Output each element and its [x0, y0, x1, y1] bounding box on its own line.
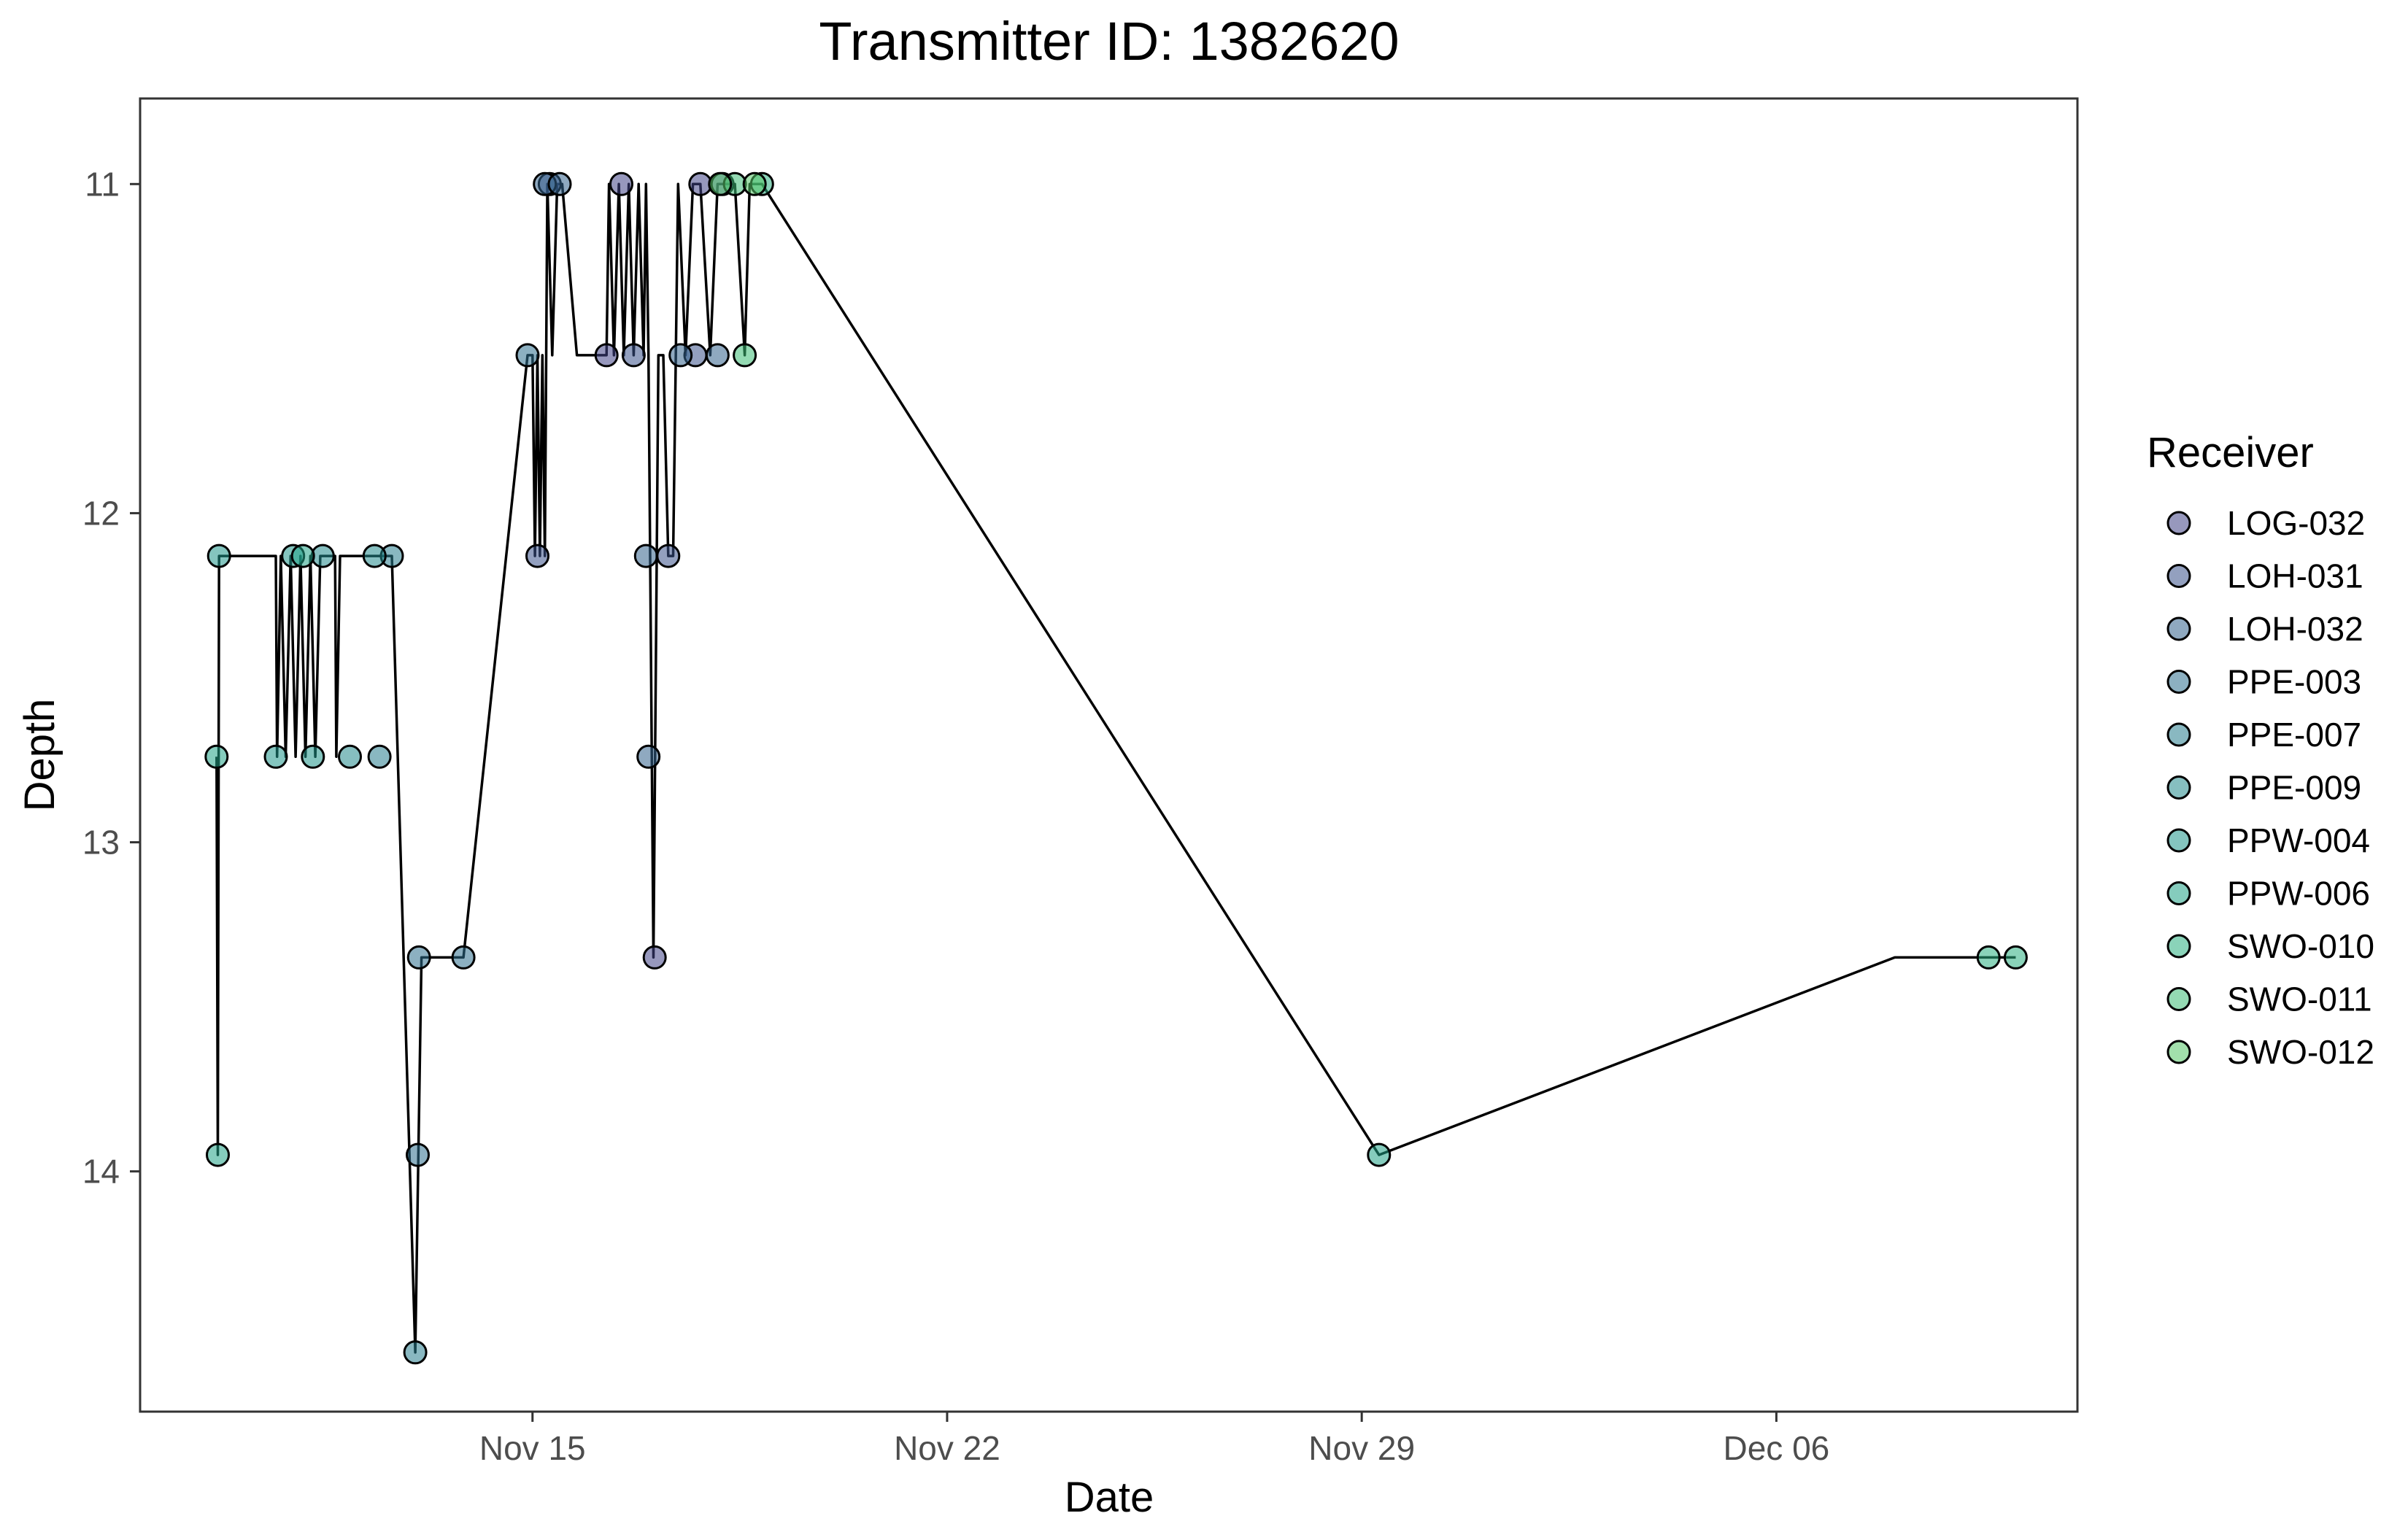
legend-key	[2166, 987, 2191, 1011]
legend-key	[2166, 722, 2191, 747]
detection-point	[668, 343, 693, 368]
legend-key	[2166, 564, 2191, 588]
detection-point	[263, 744, 288, 769]
legend-label: SWO-011	[2227, 980, 2372, 1018]
legend-key	[2166, 1040, 2191, 1064]
plot-content	[204, 171, 2028, 1365]
detection-point	[290, 543, 315, 568]
detection-point	[609, 171, 633, 196]
legend-label: LOG-032	[2227, 504, 2365, 542]
detection-point	[301, 744, 325, 769]
detection-point	[742, 171, 767, 196]
legend-label: PPW-006	[2227, 875, 2370, 913]
detection-point	[1976, 945, 2001, 970]
legend-label: PPE-009	[2227, 769, 2361, 807]
y-tick-label: 12	[82, 494, 120, 532]
detection-point	[1367, 1142, 1392, 1167]
detection-point	[525, 543, 549, 568]
detection-point	[338, 744, 362, 769]
detection-point	[708, 171, 733, 196]
detection-point	[451, 945, 476, 970]
x-axis-label: Date	[1065, 1474, 1154, 1521]
y-tick-label: 13	[82, 824, 120, 862]
x-tick-label: Nov 29	[1308, 1429, 1415, 1467]
legend-key	[2166, 670, 2191, 694]
y-tick-label: 11	[85, 165, 120, 203]
legend-key	[2166, 828, 2191, 853]
chart-title: Transmitter ID: 1382620	[819, 11, 1399, 71]
detection-point	[310, 543, 335, 568]
detection-point	[207, 543, 231, 568]
x-tick-label: Nov 22	[894, 1429, 1000, 1467]
legend-title: Receiver	[2147, 429, 2314, 476]
legend-label: PPW-004	[2227, 821, 2370, 859]
y-axis: 11 12 13 14	[82, 165, 140, 1191]
y-tick-label: 14	[82, 1153, 120, 1191]
legend-label: LOH-031	[2227, 557, 2363, 595]
detection-point	[2003, 945, 2028, 970]
detection-point	[656, 543, 681, 568]
detection-point	[204, 744, 229, 769]
detection-point	[633, 543, 658, 568]
plot-panel	[139, 97, 2079, 1413]
legend-key	[2166, 616, 2191, 641]
legend-label: SWO-010	[2227, 927, 2374, 965]
detection-point	[594, 343, 619, 368]
detection-point	[636, 744, 661, 769]
detection-point	[733, 343, 757, 368]
legend-key	[2166, 934, 2191, 959]
legend-label: LOH-032	[2227, 610, 2363, 648]
legend-key	[2166, 775, 2191, 800]
legend-label: PPE-007	[2227, 716, 2361, 754]
x-tick-label: Dec 06	[1724, 1429, 1830, 1467]
legend: Receiver LOG-032 LOH-031 LOH-032 PPE-003 PPE…	[2147, 429, 2374, 1071]
detection-point	[406, 945, 431, 970]
points-layer	[204, 171, 2028, 1365]
x-axis: Nov 15 Nov 22 Nov 29 Dec 06	[479, 1412, 1829, 1467]
detection-point	[206, 1142, 230, 1167]
legend-key	[2166, 881, 2191, 905]
detection-point	[642, 945, 667, 970]
detection-point	[367, 744, 392, 769]
legend-key	[2166, 511, 2191, 535]
detection-point	[705, 343, 730, 368]
detection-point	[362, 543, 387, 568]
detection-point	[406, 1142, 430, 1167]
legend-label: PPE-003	[2227, 663, 2361, 701]
detection-point	[403, 1340, 428, 1365]
x-tick-label: Nov 15	[479, 1429, 586, 1467]
legend-items: LOG-032 LOH-031 LOH-032 PPE-003 PPE-007 PPE-0…	[2166, 504, 2374, 1071]
y-axis-label: Depth	[16, 699, 63, 812]
detection-point	[621, 343, 646, 368]
legend-label: SWO-012	[2227, 1033, 2374, 1071]
detection-point	[547, 171, 572, 196]
detection-point	[515, 343, 540, 368]
